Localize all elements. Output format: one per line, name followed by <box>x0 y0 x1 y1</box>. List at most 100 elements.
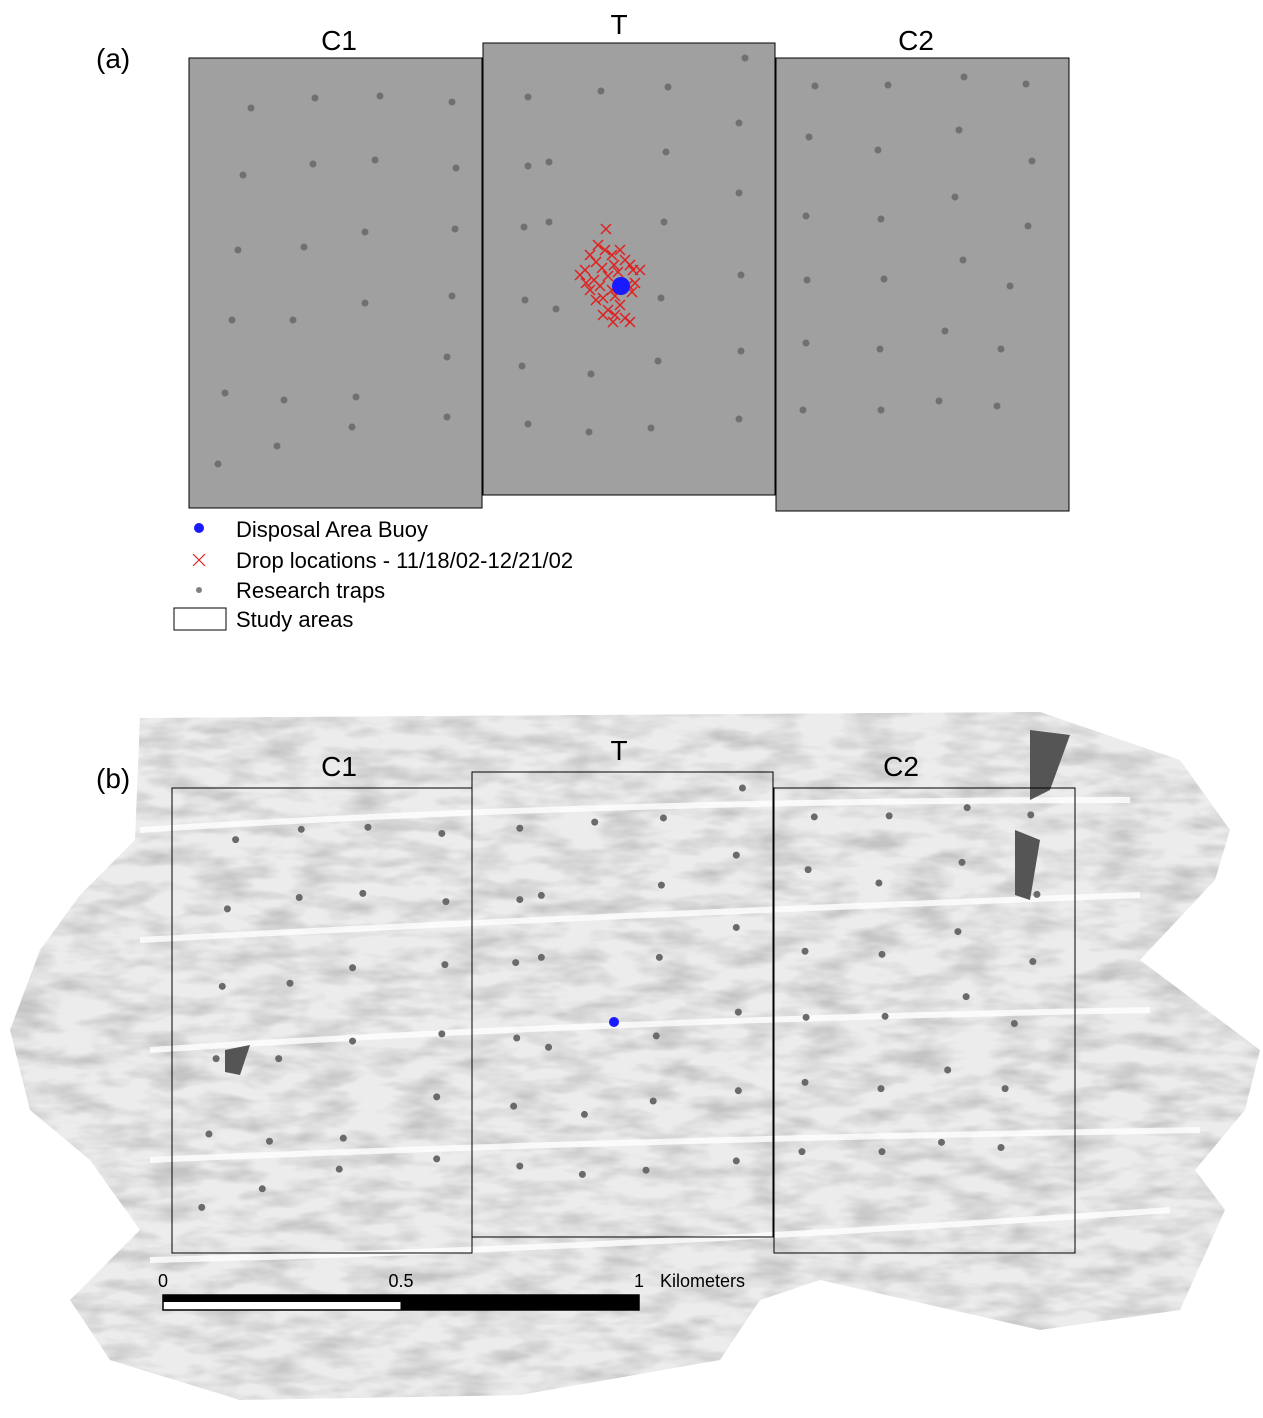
sonar-mosaic <box>10 712 1260 1400</box>
research-trap <box>448 292 456 300</box>
research-trap <box>657 294 665 302</box>
trap-layer <box>198 784 1041 1211</box>
drop-layer <box>574 223 646 328</box>
research-trap <box>578 1170 586 1178</box>
research-trap <box>451 225 459 233</box>
research-trap <box>802 1013 810 1021</box>
research-trap <box>275 1055 283 1063</box>
research-trap <box>810 813 818 821</box>
research-trap <box>962 993 970 1001</box>
research-trap <box>944 1066 952 1074</box>
research-trap <box>1033 890 1041 898</box>
research-trap <box>371 156 379 164</box>
research-trap <box>295 893 303 901</box>
drop-location <box>584 284 596 296</box>
research-trap <box>448 98 456 106</box>
research-trap <box>518 362 526 370</box>
research-trap <box>585 428 593 436</box>
research-trap <box>880 275 888 283</box>
research-trap <box>802 212 810 220</box>
scale-unit: Kilometers <box>660 1271 745 1291</box>
drop-location <box>608 259 620 271</box>
research-trap <box>960 73 968 81</box>
research-trap <box>438 1030 446 1038</box>
research-trap <box>311 94 319 102</box>
legend-text: Disposal Area Buoy <box>236 517 428 542</box>
legend-text: Research traps <box>236 578 385 603</box>
research-trap <box>349 1037 357 1045</box>
research-trap <box>239 171 247 179</box>
drop-location <box>609 309 621 321</box>
research-trap <box>232 836 240 844</box>
drop-location <box>594 280 606 292</box>
drop-location <box>597 292 609 304</box>
drop-location <box>607 316 619 328</box>
area-label: T <box>610 735 627 766</box>
research-trap <box>881 1012 889 1020</box>
research-trap <box>1029 958 1037 966</box>
drop-location <box>614 244 626 256</box>
disposal-buoy <box>609 1017 619 1027</box>
research-trap <box>335 1165 343 1173</box>
research-trap <box>361 299 369 307</box>
research-trap <box>545 158 553 166</box>
research-trap <box>955 126 963 134</box>
research-trap <box>735 119 743 127</box>
research-trap <box>798 1148 806 1156</box>
research-trap <box>364 823 372 831</box>
area-label: C2 <box>898 25 934 56</box>
research-trap <box>993 402 1001 410</box>
legend-symbol <box>173 607 227 631</box>
disposal-buoy <box>612 277 630 295</box>
drop-location <box>602 270 614 282</box>
legend-symbol <box>192 553 206 567</box>
research-trap <box>1022 80 1030 88</box>
scale-tick-label: 0 <box>158 1271 168 1291</box>
research-trap <box>443 413 451 421</box>
research-trap <box>442 898 450 906</box>
scale-tick-label: 1 <box>634 1271 644 1291</box>
drop-location <box>590 294 602 306</box>
research-trap <box>875 879 883 887</box>
legend-text: Drop locations - 11/18/02-12/21/02 <box>236 548 573 573</box>
research-trap <box>954 928 962 936</box>
research-trap <box>1006 282 1014 290</box>
research-trap <box>297 825 305 833</box>
research-trap <box>938 1138 945 1146</box>
research-trap <box>516 824 524 832</box>
research-trap <box>597 87 605 95</box>
research-trap <box>286 979 294 987</box>
research-trap <box>732 1157 740 1165</box>
research-trap <box>735 415 743 423</box>
research-trap <box>273 442 281 450</box>
research-trap <box>649 1097 657 1105</box>
research-trap <box>524 162 532 170</box>
scale-bar: 0 0.5 1 Kilometers <box>158 1271 745 1311</box>
drop-location <box>574 269 586 281</box>
research-trap <box>959 256 967 264</box>
research-trap <box>801 1078 809 1086</box>
research-trap <box>997 1143 1005 1151</box>
research-trap <box>221 389 229 397</box>
scale-segment <box>163 1295 401 1302</box>
study-area <box>775 57 1070 512</box>
research-trap <box>732 923 740 931</box>
research-trap <box>545 1043 553 1051</box>
research-trap <box>361 228 369 236</box>
research-trap <box>580 1110 588 1118</box>
research-trap <box>552 305 560 313</box>
research-trap <box>228 316 236 324</box>
research-trap <box>513 1034 521 1042</box>
research-trap <box>876 345 884 353</box>
research-trap <box>212 1055 220 1063</box>
research-trap <box>520 223 528 231</box>
research-trap <box>1010 1020 1018 1028</box>
research-trap <box>516 1162 524 1170</box>
drop-location <box>634 264 646 276</box>
research-trap <box>662 148 670 156</box>
drop-location <box>614 299 626 311</box>
research-trap <box>803 276 811 284</box>
research-trap <box>801 947 809 955</box>
research-trap <box>309 160 317 168</box>
